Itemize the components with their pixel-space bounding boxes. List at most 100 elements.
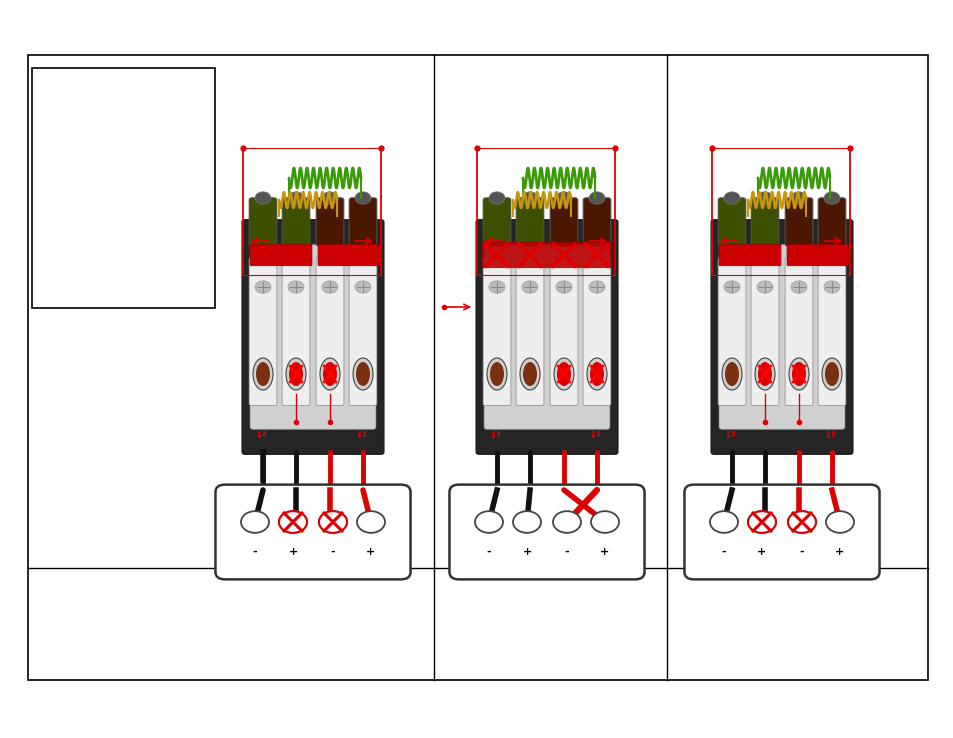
Circle shape	[254, 192, 271, 204]
Circle shape	[723, 281, 740, 293]
FancyBboxPatch shape	[349, 198, 376, 246]
Circle shape	[757, 192, 772, 204]
Circle shape	[790, 281, 806, 293]
FancyBboxPatch shape	[582, 258, 610, 405]
Circle shape	[322, 192, 337, 204]
Text: AGU
20A: AGU 20A	[727, 429, 736, 437]
Ellipse shape	[289, 362, 303, 386]
Ellipse shape	[355, 362, 370, 386]
Text: AGU
20A: AGU 20A	[492, 429, 500, 437]
Circle shape	[787, 511, 815, 533]
Text: +: +	[835, 547, 843, 557]
FancyBboxPatch shape	[317, 244, 379, 266]
Circle shape	[241, 511, 269, 533]
FancyBboxPatch shape	[476, 220, 618, 454]
Circle shape	[556, 281, 572, 293]
Text: AGU
20A: AGU 20A	[258, 429, 267, 437]
FancyBboxPatch shape	[718, 198, 745, 246]
FancyBboxPatch shape	[750, 258, 778, 405]
Ellipse shape	[255, 362, 270, 386]
Circle shape	[356, 511, 385, 533]
Ellipse shape	[721, 358, 741, 390]
Ellipse shape	[758, 362, 771, 386]
FancyBboxPatch shape	[683, 485, 879, 579]
Circle shape	[278, 511, 307, 533]
Circle shape	[288, 192, 304, 204]
FancyBboxPatch shape	[28, 55, 927, 680]
FancyBboxPatch shape	[582, 198, 610, 246]
Ellipse shape	[519, 358, 539, 390]
Ellipse shape	[522, 362, 537, 386]
FancyBboxPatch shape	[32, 68, 214, 308]
Circle shape	[790, 192, 806, 204]
Text: +: +	[757, 547, 766, 557]
Circle shape	[787, 511, 815, 533]
FancyBboxPatch shape	[449, 485, 644, 579]
FancyBboxPatch shape	[242, 220, 383, 454]
FancyBboxPatch shape	[482, 198, 510, 246]
FancyBboxPatch shape	[315, 198, 343, 246]
FancyBboxPatch shape	[818, 258, 845, 405]
FancyBboxPatch shape	[550, 198, 578, 246]
Ellipse shape	[724, 362, 739, 386]
Circle shape	[823, 192, 840, 204]
FancyBboxPatch shape	[550, 258, 578, 405]
Text: +: +	[522, 547, 531, 557]
FancyBboxPatch shape	[710, 220, 852, 454]
Circle shape	[747, 511, 775, 533]
Circle shape	[747, 511, 775, 533]
Text: -: -	[253, 547, 257, 557]
FancyBboxPatch shape	[784, 198, 812, 246]
Ellipse shape	[554, 358, 574, 390]
Circle shape	[322, 281, 337, 293]
Text: +: +	[366, 547, 375, 557]
Ellipse shape	[791, 362, 805, 386]
Text: -: -	[720, 547, 725, 557]
FancyBboxPatch shape	[719, 244, 781, 266]
FancyBboxPatch shape	[482, 258, 511, 405]
Circle shape	[318, 511, 347, 533]
Text: AGU
20A: AGU 20A	[592, 429, 600, 437]
Circle shape	[489, 192, 504, 204]
FancyBboxPatch shape	[718, 258, 745, 405]
FancyBboxPatch shape	[250, 244, 312, 266]
Text: +: +	[599, 547, 609, 557]
FancyBboxPatch shape	[719, 245, 844, 430]
Circle shape	[588, 281, 604, 293]
FancyBboxPatch shape	[784, 258, 812, 405]
Text: AGU
20A: AGU 20A	[358, 429, 367, 437]
Circle shape	[709, 511, 738, 533]
Circle shape	[588, 192, 604, 204]
Ellipse shape	[788, 358, 808, 390]
Ellipse shape	[319, 358, 339, 390]
Ellipse shape	[589, 362, 603, 386]
Circle shape	[278, 511, 307, 533]
Circle shape	[318, 511, 347, 533]
Ellipse shape	[821, 358, 841, 390]
Ellipse shape	[486, 358, 506, 390]
Circle shape	[355, 281, 371, 293]
Ellipse shape	[586, 358, 606, 390]
FancyBboxPatch shape	[516, 198, 543, 246]
Circle shape	[823, 281, 840, 293]
Circle shape	[475, 511, 502, 533]
Text: -: -	[486, 547, 491, 557]
Text: -: -	[799, 547, 803, 557]
Circle shape	[513, 511, 540, 533]
Ellipse shape	[286, 358, 306, 390]
Circle shape	[553, 511, 580, 533]
FancyBboxPatch shape	[282, 198, 310, 246]
Circle shape	[757, 281, 772, 293]
Circle shape	[521, 281, 537, 293]
FancyBboxPatch shape	[249, 258, 276, 405]
FancyBboxPatch shape	[315, 258, 343, 405]
Text: +: +	[288, 547, 297, 557]
Ellipse shape	[323, 362, 336, 386]
Ellipse shape	[557, 362, 571, 386]
Circle shape	[723, 192, 740, 204]
FancyBboxPatch shape	[483, 245, 609, 430]
Circle shape	[254, 281, 271, 293]
FancyBboxPatch shape	[282, 258, 310, 405]
FancyBboxPatch shape	[249, 198, 276, 246]
Ellipse shape	[824, 362, 838, 386]
